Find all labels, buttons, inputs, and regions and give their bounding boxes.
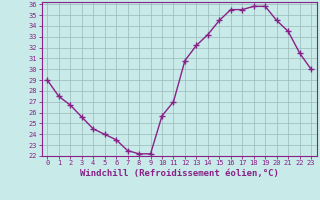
- X-axis label: Windchill (Refroidissement éolien,°C): Windchill (Refroidissement éolien,°C): [80, 169, 279, 178]
